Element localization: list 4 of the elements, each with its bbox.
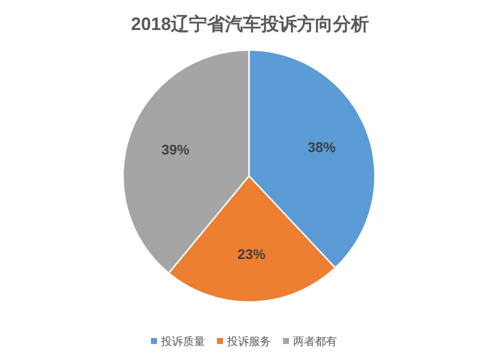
legend-label: 两者都有 bbox=[293, 335, 337, 348]
legend-label: 投诉质量 bbox=[160, 335, 205, 348]
legend-label: 投诉服务 bbox=[226, 335, 271, 348]
title: 2018辽宁省汽车投诉方向分析 bbox=[130, 14, 370, 34]
